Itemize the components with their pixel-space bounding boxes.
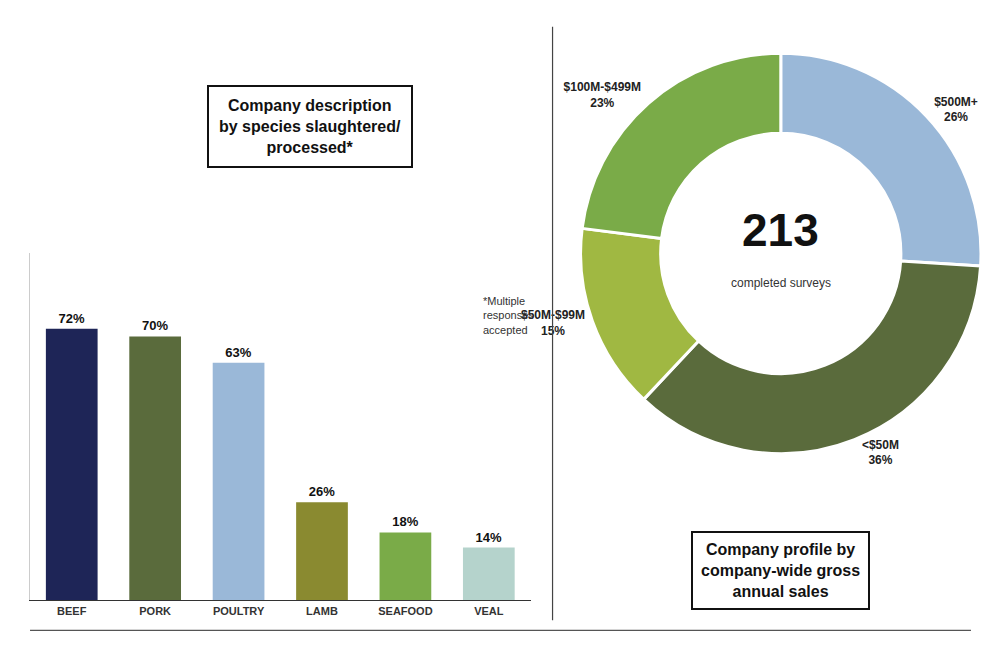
svg-text:*Multipleresponsesaccepted: *Multipleresponsesaccepted bbox=[483, 295, 534, 336]
svg-text:14%: 14% bbox=[476, 530, 502, 545]
svg-text:$50M-$99M15%: $50M-$99M15% bbox=[521, 308, 585, 338]
svg-text:SEAFOOD: SEAFOOD bbox=[378, 605, 432, 617]
svg-text:26%: 26% bbox=[309, 484, 335, 499]
svg-text:PORK: PORK bbox=[139, 605, 171, 617]
svg-text:18%: 18% bbox=[392, 514, 418, 529]
svg-text:70%: 70% bbox=[142, 318, 168, 333]
svg-text:VEAL: VEAL bbox=[474, 605, 504, 617]
svg-text:completed surveys: completed surveys bbox=[731, 276, 831, 290]
svg-text:63%: 63% bbox=[225, 345, 251, 360]
svg-text:72%: 72% bbox=[59, 311, 85, 326]
svg-text:Company profile bycompany-wide: Company profile bycompany-wide grossannu… bbox=[701, 541, 860, 600]
svg-text:Company descriptionby species: Company descriptionby species slaughtere… bbox=[219, 97, 401, 156]
svg-text:POULTRY: POULTRY bbox=[213, 605, 265, 617]
svg-text:$100M-$499M23%: $100M-$499M23% bbox=[564, 80, 641, 110]
svg-text:213: 213 bbox=[742, 204, 819, 256]
svg-text:<$50M36%: <$50M36% bbox=[862, 438, 899, 468]
svg-text:BEEF: BEEF bbox=[57, 605, 87, 617]
svg-text:LAMB: LAMB bbox=[306, 605, 338, 617]
svg-text:$500M+26%: $500M+26% bbox=[934, 95, 978, 125]
